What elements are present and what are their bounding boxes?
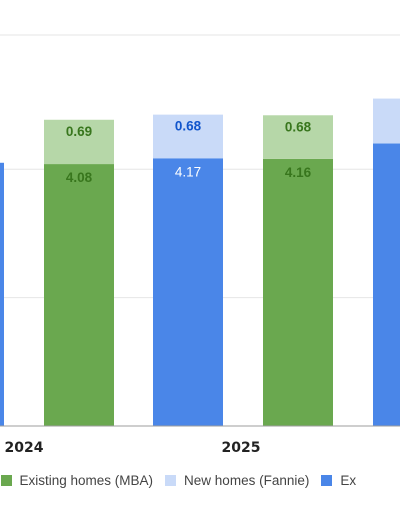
legend-label: Existing homes (MBA) <box>19 472 154 488</box>
x-axis-group-label: 2024 <box>5 440 44 456</box>
legend-item: New homes (Fannie) <box>165 473 309 488</box>
bar-segment-top <box>153 114 223 159</box>
data-label-bottom: 4.16 <box>285 165 312 180</box>
legend-item: Existing homes (MBA) <box>0 472 154 488</box>
data-label-top: 0.68 <box>175 119 202 134</box>
data-label-top: 0.68 <box>285 119 312 134</box>
legend-item: Ex <box>321 473 356 488</box>
legend-swatch <box>165 474 177 486</box>
bar-segment-bottom <box>263 158 333 427</box>
bar-segment-bottom <box>373 143 400 426</box>
x-axis-group-label: 2025 <box>222 440 261 456</box>
legend-swatch <box>0 474 12 486</box>
bar-segment-top <box>373 98 400 144</box>
legend-label: Ex <box>340 472 357 488</box>
data-label-top: 0.69 <box>66 124 92 139</box>
chart-legend: )Existing homes (MBA)New homes (Fannie)E… <box>0 470 368 490</box>
bar-segment-bottom <box>153 158 223 426</box>
legend-label: New homes (Fannie) <box>184 472 310 488</box>
data-label-bottom: 4.08 <box>66 170 93 185</box>
bar-segment-top <box>263 115 333 159</box>
bar-segment-bottom <box>0 162 4 426</box>
legend-swatch <box>321 474 333 486</box>
bar-segment-bottom <box>44 164 114 426</box>
data-label-bottom: 4.17 <box>175 164 201 179</box>
bar-segment-top <box>44 119 114 165</box>
